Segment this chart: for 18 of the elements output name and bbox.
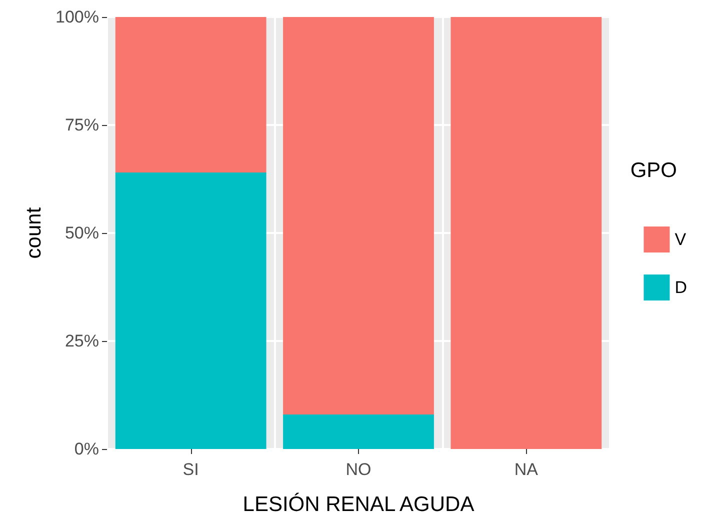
x-tick-label: NO	[346, 460, 372, 479]
y-tick-label: 100%	[56, 8, 99, 26]
legend-title: GPO	[630, 159, 678, 182]
bar	[115, 172, 266, 449]
x-axis-title: LESIÓN RENAL AGUDA	[242, 492, 474, 516]
x-tick-label: SI	[182, 460, 199, 479]
bar	[283, 17, 434, 414]
bar	[283, 414, 434, 449]
y-tick-label: 75%	[64, 116, 99, 134]
x-tick-label: NA	[514, 460, 539, 479]
legend-label: D	[674, 278, 688, 297]
bar	[115, 17, 266, 173]
y-tick-label: 25%	[64, 332, 99, 350]
y-tick-label: 50%	[64, 224, 99, 242]
y-tick-label: 0%	[74, 440, 99, 458]
bar	[450, 17, 602, 449]
legend-label: V	[674, 230, 687, 249]
y-axis-title: count	[22, 207, 46, 259]
